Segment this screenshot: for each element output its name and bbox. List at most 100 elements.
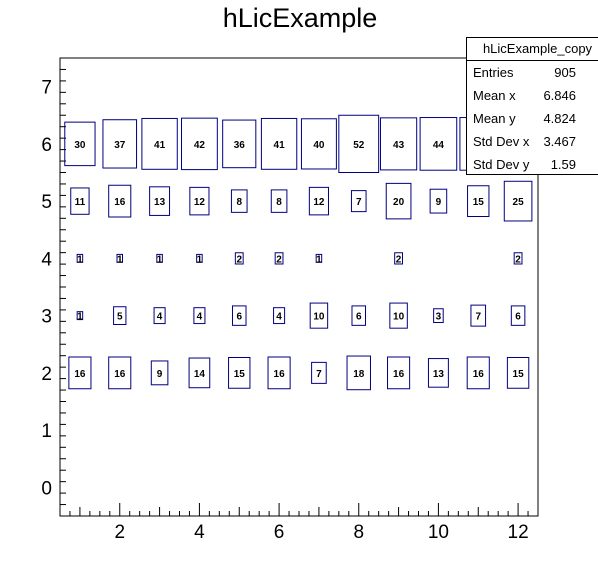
bin-box [308,186,329,216]
bin-box [189,186,210,216]
bin-count-label: 1 [197,254,203,265]
stats-value: 3.467 [543,134,576,149]
stats-row-std-x: Std Dev x 3.467 [467,130,598,153]
bin-count-label: 2 [236,254,242,265]
bin-count-label: 9 [436,197,442,208]
bin-box [419,117,458,171]
bin-box [513,252,523,265]
bin-box [231,305,247,326]
bin-count-label: 42 [194,140,206,151]
bin-box [153,307,166,325]
bin-count-label: 11 [75,197,86,208]
bin-box [470,304,487,327]
y-tick-label: 7 [41,78,52,99]
y-tick-label: 2 [41,364,52,385]
bin-box [149,186,171,216]
bin-count-label: 25 [513,197,525,208]
bin-count-label: 4 [197,312,203,323]
bin-count-label: 18 [353,369,365,380]
x-tick-label: 2 [114,522,125,543]
x-tick-label: 6 [274,522,285,543]
stats-row-entries: Entries 905 [467,61,598,84]
bin-box [427,358,449,388]
y-tick-label: 1 [41,421,52,442]
bin-count-label: 10 [393,312,405,323]
bin-count-label: 15 [473,197,485,208]
y-tick-label: 3 [41,307,52,328]
bin-box [68,356,92,390]
bin-count-label: 16 [114,197,126,208]
bin-count-label: 36 [234,140,246,151]
bin-box [315,253,323,263]
bin-box [102,119,138,169]
bin-box [260,117,298,170]
bin-box [506,357,530,389]
bin-box [387,356,411,390]
bin-box [466,356,490,390]
bin-count-label: 40 [313,140,325,151]
bin-count-label: 20 [393,197,405,208]
bin-count-label: 15 [513,369,525,380]
y-axis: 0 1 2 3 4 5 6 7 [41,57,66,517]
chart-title: hLicExample [223,3,378,33]
bin-box [116,253,124,263]
bin-count-label: 13 [154,197,166,208]
bin-count-label: 6 [515,312,521,323]
stats-label: Std Dev y [473,157,530,172]
bin-count-label: 44 [433,140,445,151]
stats-value: 905 [554,65,576,80]
bin-count-label: 7 [316,369,322,380]
bin-count-label: 7 [475,312,481,323]
stats-value: 1.59 [550,157,576,172]
bin-box [385,182,412,220]
bin-count-label: 4 [157,312,163,323]
bin-box [156,253,163,263]
bin-count-label: 41 [154,140,166,151]
stats-row-mean-x: Mean x 6.846 [467,84,598,107]
bin-count-label: 12 [194,197,206,208]
bin-box [270,189,288,213]
bin-count-label: 14 [194,369,206,380]
bin-box [300,118,337,170]
stats-row-mean-y: Mean y 4.824 [467,107,598,130]
bin-count-label: 16 [114,369,126,380]
bin-count-label: 10 [313,312,325,323]
bin-box [222,119,257,169]
bin-box [429,188,448,214]
stats-label: Std Dev x [473,134,530,149]
stats-label: Mean x [473,88,516,103]
bin-box [389,302,408,329]
bin-box [193,307,206,325]
bin-count-label: 16 [393,369,405,380]
bin-box [394,252,403,265]
stats-label: Mean y [473,111,516,126]
bin-count-label: 1 [157,254,163,265]
bin-box [311,361,327,384]
bin-count-label: 1 [77,312,83,323]
y-tick-label: 4 [41,249,52,270]
bin-count-label: 13 [433,369,445,380]
bin-box [267,356,291,390]
bin-box [70,187,90,215]
y-tick-label: 0 [41,478,52,499]
bin-box [503,180,533,222]
bin-box [346,355,371,391]
stats-row-std-y: Std Dev y 1.59 [467,153,598,176]
bin-box [181,117,218,171]
y-tick-label: 6 [41,135,52,156]
bin-count-label: 41 [274,140,286,151]
bin-count-label: 52 [353,140,365,151]
bin-count-label: 2 [396,254,402,265]
bin-box [113,306,127,326]
bin-box [108,356,132,390]
bin-count-label: 30 [74,140,86,151]
bin-box [228,357,251,389]
stats-value: 4.824 [543,111,576,126]
bin-box [230,189,248,213]
bin-count-label: 8 [236,197,242,208]
bin-count-label: 7 [356,197,362,208]
bin-box [64,121,96,167]
bin-box [150,360,169,386]
bin-count-label: 1 [117,254,123,265]
x-axis: 2 4 6 8 10 12 [59,503,539,543]
